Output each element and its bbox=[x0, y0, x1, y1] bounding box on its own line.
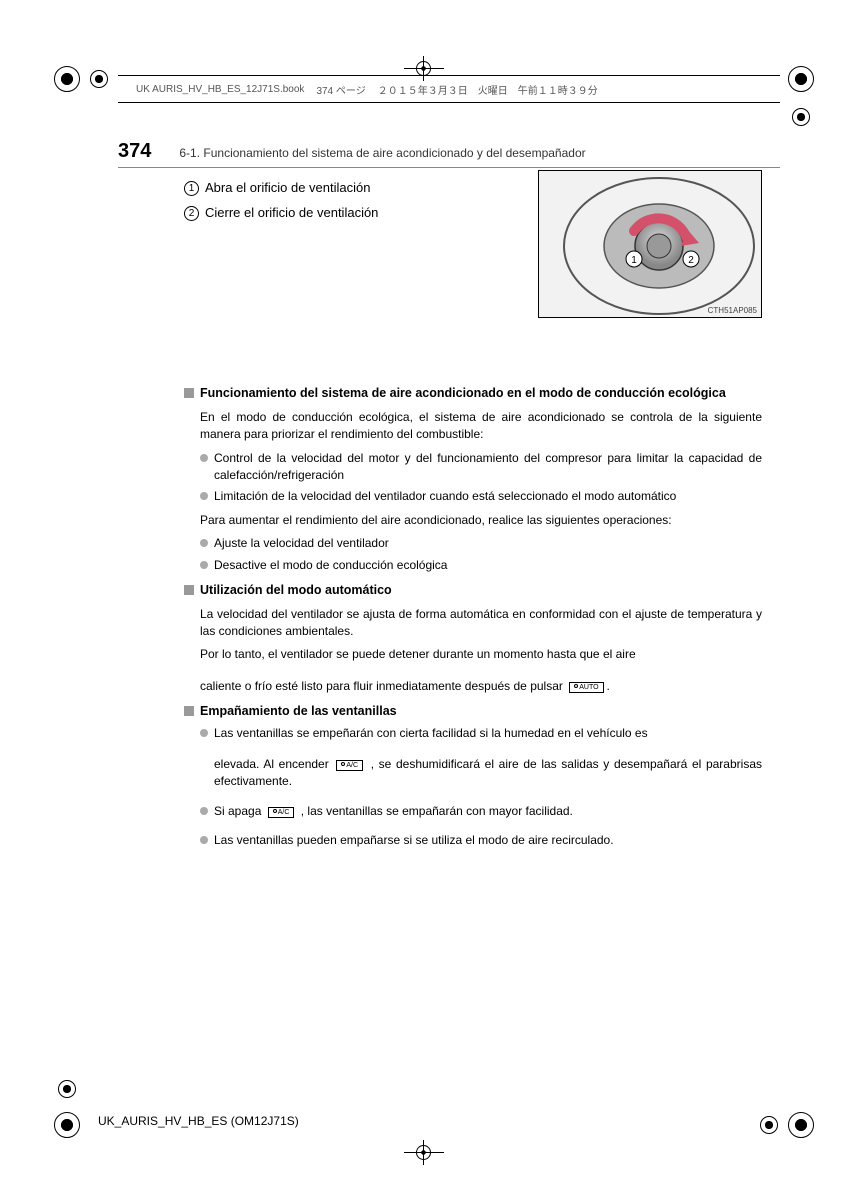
auto-btn-label: AUTO bbox=[579, 684, 598, 691]
auto-button-icon: AUTO bbox=[569, 682, 603, 693]
doc-header-bar: UK AURIS_HV_HB_ES_12J71S.book 374 ページ ２０… bbox=[118, 75, 780, 103]
section-header: 6-1. Funcionamiento del sistema de aire … bbox=[179, 146, 585, 160]
crop-mark-br2 bbox=[760, 1116, 778, 1134]
crop-mark-tl2 bbox=[90, 70, 108, 88]
footer-code: UK_AURIS_HV_HB_ES (OM12J71S) bbox=[98, 1114, 299, 1128]
sec1-b4: Desactive el modo de conducción ecológic… bbox=[214, 557, 762, 574]
sec2-heading: Utilización del modo automático bbox=[200, 582, 392, 600]
section-fogging: Empañamiento de las ventanillas Las vent… bbox=[184, 703, 762, 849]
sec3-b1a: Las ventanillas se empeñarán con cierta … bbox=[214, 726, 648, 740]
sec3-b2: Si apaga A/C , las ventanillas se empaña… bbox=[214, 803, 762, 820]
sec2-p1: La velocidad del ventilador se ajusta de… bbox=[200, 606, 762, 641]
sec3-b2b: , las ventanillas se empañarán con mayor… bbox=[301, 804, 573, 818]
square-marker-icon bbox=[184, 706, 194, 716]
sec2-p2b: caliente o frío esté listo para fluir in… bbox=[200, 679, 566, 693]
page-header-row: 374 6-1. Funcionamiento del sistema de a… bbox=[118, 140, 780, 168]
vent-figure: 1 2 CTH51AP085 bbox=[538, 170, 762, 318]
ac-btn-label2: A/C bbox=[278, 809, 290, 816]
sec1-p2: Para aumentar el rendimiento del aire ac… bbox=[200, 512, 762, 529]
square-marker-icon bbox=[184, 585, 194, 595]
num-1-icon: 1 bbox=[184, 181, 199, 196]
num-2-icon: 2 bbox=[184, 206, 199, 221]
crop-mark-tr bbox=[788, 66, 814, 92]
bullet-icon bbox=[200, 454, 208, 462]
sec3-b2a: Si apaga bbox=[214, 804, 265, 818]
bullet-icon bbox=[200, 729, 208, 737]
square-marker-icon bbox=[184, 388, 194, 398]
sec3-heading: Empañamiento de las ventanillas bbox=[200, 703, 397, 721]
crop-mark-bl2 bbox=[58, 1080, 76, 1098]
crop-mark-tr2 bbox=[792, 108, 810, 126]
sec3-b1: Las ventanillas se empeñarán con cierta … bbox=[214, 725, 762, 791]
sec1-heading: Funcionamiento del sistema de aire acond… bbox=[200, 385, 726, 403]
doc-page-ref: 374 ページ bbox=[316, 82, 365, 97]
page-number: 374 bbox=[118, 140, 151, 163]
svg-text:2: 2 bbox=[688, 255, 694, 266]
doc-date: ２０１５年３月３日 火曜日 午前１１時３９分 bbox=[378, 82, 598, 97]
ac-button-icon: A/C bbox=[336, 760, 363, 771]
num-item-2: Cierre el orificio de ventilación bbox=[205, 205, 378, 220]
section-auto-mode: Utilización del modo automático La veloc… bbox=[184, 582, 762, 695]
sec1-b2: Limitación de la velocidad del ventilado… bbox=[214, 488, 762, 505]
crop-mark-tl bbox=[54, 66, 80, 92]
doc-filename: UK AURIS_HV_HB_ES_12J71S.book bbox=[136, 84, 304, 95]
sec1-p1: En el modo de conducción ecológica, el s… bbox=[200, 409, 762, 444]
content-area: 1 Abra el orificio de ventilación 2 Cierre… bbox=[184, 176, 762, 854]
bullet-icon bbox=[200, 492, 208, 500]
bullet-icon bbox=[200, 561, 208, 569]
crop-mark-bl bbox=[54, 1112, 80, 1138]
bullet-icon bbox=[200, 807, 208, 815]
bullet-icon bbox=[200, 539, 208, 547]
figure-code: CTH51AP085 bbox=[708, 306, 757, 315]
crop-mark-br bbox=[788, 1112, 814, 1138]
section-eco-mode: Funcionamiento del sistema de aire acond… bbox=[184, 385, 762, 574]
ac-btn-label: A/C bbox=[346, 762, 358, 769]
sec2-p2: Por lo tanto, el ventilador se puede det… bbox=[200, 646, 762, 695]
num-item-1: Abra el orificio de ventilación bbox=[205, 180, 370, 195]
bullet-icon bbox=[200, 836, 208, 844]
sec2-p2a: Por lo tanto, el ventilador se puede det… bbox=[200, 647, 636, 661]
sec3-b1b: elevada. Al encender bbox=[214, 757, 333, 771]
sec1-b3: Ajuste la velocidad del ventilador bbox=[214, 535, 762, 552]
sec3-b3: Las ventanillas pueden empañarse si se u… bbox=[214, 832, 762, 849]
svg-text:1: 1 bbox=[631, 255, 637, 266]
ac-button-icon: A/C bbox=[268, 807, 295, 818]
sec1-b1: Control de la velocidad del motor y del … bbox=[214, 450, 762, 485]
